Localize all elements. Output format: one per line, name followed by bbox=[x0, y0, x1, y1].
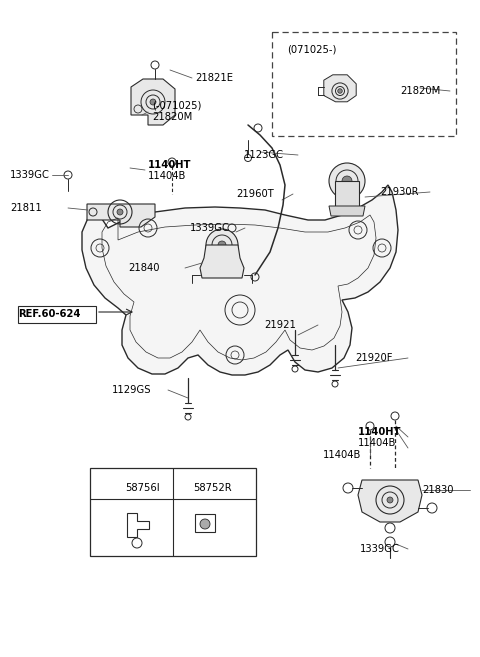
Text: 11404B: 11404B bbox=[358, 438, 396, 448]
Text: REF.60-624: REF.60-624 bbox=[18, 309, 81, 319]
Text: 1339GC: 1339GC bbox=[360, 544, 400, 554]
Circle shape bbox=[329, 163, 365, 199]
Text: 1140HT: 1140HT bbox=[358, 427, 401, 437]
Text: 1140HT: 1140HT bbox=[148, 160, 192, 170]
Polygon shape bbox=[324, 75, 356, 102]
Bar bbox=[272, 32, 456, 136]
Circle shape bbox=[150, 99, 156, 105]
Bar bbox=[18, 306, 96, 323]
Circle shape bbox=[218, 241, 226, 249]
Text: 21820M: 21820M bbox=[152, 112, 192, 122]
Circle shape bbox=[200, 519, 210, 529]
Text: 21830: 21830 bbox=[422, 485, 454, 495]
Text: 1129GS: 1129GS bbox=[112, 385, 152, 395]
Text: 11404B: 11404B bbox=[323, 450, 361, 460]
Bar bbox=[335, 181, 359, 211]
Polygon shape bbox=[329, 206, 365, 216]
Text: 1339GC: 1339GC bbox=[10, 170, 50, 180]
Text: 21821E: 21821E bbox=[195, 73, 233, 83]
Text: 58752R: 58752R bbox=[192, 483, 231, 493]
Polygon shape bbox=[131, 79, 175, 125]
Text: (071025-): (071025-) bbox=[287, 45, 336, 55]
Circle shape bbox=[342, 176, 352, 186]
Text: 21960T: 21960T bbox=[236, 189, 274, 199]
Polygon shape bbox=[358, 480, 422, 522]
Circle shape bbox=[387, 497, 393, 503]
Text: 21920F: 21920F bbox=[355, 353, 393, 363]
Text: 1123GC: 1123GC bbox=[244, 150, 284, 160]
Text: 58756I: 58756I bbox=[126, 483, 160, 493]
Text: 21930R: 21930R bbox=[380, 187, 419, 197]
Polygon shape bbox=[87, 204, 155, 227]
Polygon shape bbox=[200, 245, 244, 278]
Text: 21820M: 21820M bbox=[400, 86, 440, 96]
Bar bbox=[90, 468, 256, 556]
Text: 11404B: 11404B bbox=[148, 171, 186, 181]
Text: 21840: 21840 bbox=[128, 263, 159, 273]
Polygon shape bbox=[82, 185, 398, 375]
Text: 21811: 21811 bbox=[10, 203, 42, 213]
Bar bbox=[195, 514, 215, 532]
Text: (-071025): (-071025) bbox=[152, 101, 202, 111]
Text: 1339GC: 1339GC bbox=[190, 223, 230, 233]
Circle shape bbox=[117, 209, 123, 215]
Circle shape bbox=[206, 229, 238, 261]
Circle shape bbox=[338, 89, 342, 93]
Text: 21921: 21921 bbox=[264, 320, 296, 330]
